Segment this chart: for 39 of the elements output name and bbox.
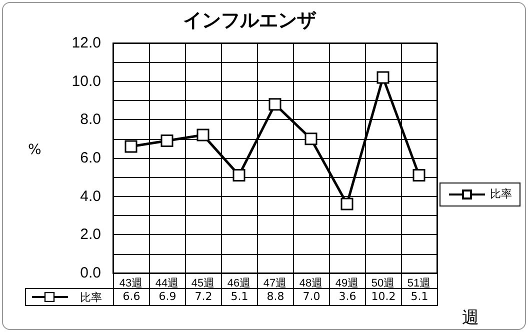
- x-axis-title: 週: [462, 307, 479, 329]
- y-tick-label: 10.0: [72, 72, 101, 90]
- y-tick-label: 0.0: [80, 264, 101, 282]
- data-label: 7.0: [293, 288, 330, 306]
- y-tick-label: 2.0: [80, 226, 101, 244]
- y-axis-title: %: [28, 142, 42, 158]
- point: [196, 128, 210, 142]
- data-label: 7.2: [185, 288, 222, 306]
- point: [160, 134, 174, 147]
- legend-label: 比率: [490, 188, 512, 200]
- data-label: 5.1: [221, 288, 258, 306]
- point: [304, 132, 318, 146]
- point: [232, 169, 246, 182]
- point: [376, 71, 390, 84]
- data-label: 6.6: [113, 288, 150, 306]
- x-tick-label: 44週: [155, 278, 179, 290]
- point: [124, 140, 138, 153]
- data-label: 10.2: [365, 288, 402, 306]
- x-tick-label: 43週: [119, 278, 143, 290]
- data-label: 6.9: [149, 288, 186, 306]
- text: 比率: [80, 291, 102, 304]
- point: [268, 98, 282, 111]
- point: [412, 169, 426, 182]
- x-tick-label: 47週: [263, 278, 287, 290]
- x-tick-label: 50週: [371, 278, 395, 290]
- y-tick-label: 12.0: [72, 34, 101, 52]
- y-tick-label: 6.0: [80, 150, 101, 166]
- data-label: 3.6: [329, 288, 366, 306]
- x-tick-label: 45週: [191, 278, 215, 290]
- data-label: 5.1: [401, 288, 438, 306]
- y-tick-label: 4.0: [80, 188, 101, 205]
- x-tick-label: 48週: [299, 278, 323, 290]
- y-tick-label: 8.0: [80, 111, 101, 128]
- point: [340, 198, 354, 210]
- x-tick-label: 46週: [227, 278, 251, 290]
- x-tick-label: 49週: [335, 278, 359, 290]
- x-tick-label: 51週: [407, 278, 431, 290]
- data-label: 8.8: [257, 288, 294, 306]
- chart-title: インフルエンザ: [183, 10, 317, 32]
